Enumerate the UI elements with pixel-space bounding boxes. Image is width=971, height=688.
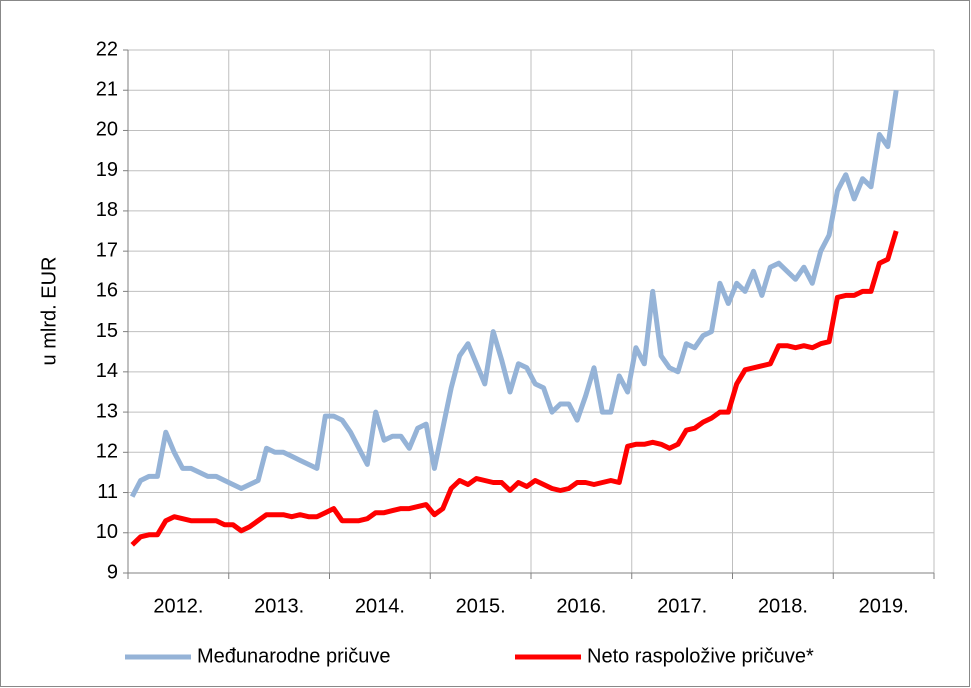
y-tick-label: 9 <box>107 561 118 583</box>
y-tick-label: 11 <box>97 481 118 503</box>
x-tick-label: 2014. <box>355 595 405 617</box>
y-tick-label: 20 <box>96 119 118 141</box>
y-tick-label: 14 <box>96 360 118 382</box>
x-tick-label: 2017. <box>657 595 707 617</box>
y-tick-label: 10 <box>96 521 118 543</box>
y-tick-label: 21 <box>96 79 118 101</box>
x-tick-label: 2019. <box>859 595 909 617</box>
legend-label: Neto raspoložive pričuve* <box>587 645 814 667</box>
x-tick-label: 2018. <box>758 595 808 617</box>
line-series <box>129 89 899 498</box>
x-tick-label: 2016. <box>556 595 606 617</box>
x-tick-label: 2012. <box>153 595 203 617</box>
y-tick-label: 22 <box>96 38 118 60</box>
x-tick-label: 2015. <box>456 595 506 617</box>
y-axis-label: u mlrd. EUR <box>38 257 60 366</box>
y-tick-label: 13 <box>96 400 118 422</box>
y-tick-label: 19 <box>96 159 118 181</box>
y-tick-label: 17 <box>96 239 118 261</box>
y-tick-label: 12 <box>96 441 118 463</box>
x-tick-label: 2013. <box>254 595 304 617</box>
y-tick-label: 15 <box>96 320 118 342</box>
y-tick-label: 18 <box>96 199 118 221</box>
line-series <box>130 230 899 547</box>
y-tick-label: 16 <box>96 280 118 302</box>
legend-label: Međunarodne pričuve <box>197 645 390 667</box>
